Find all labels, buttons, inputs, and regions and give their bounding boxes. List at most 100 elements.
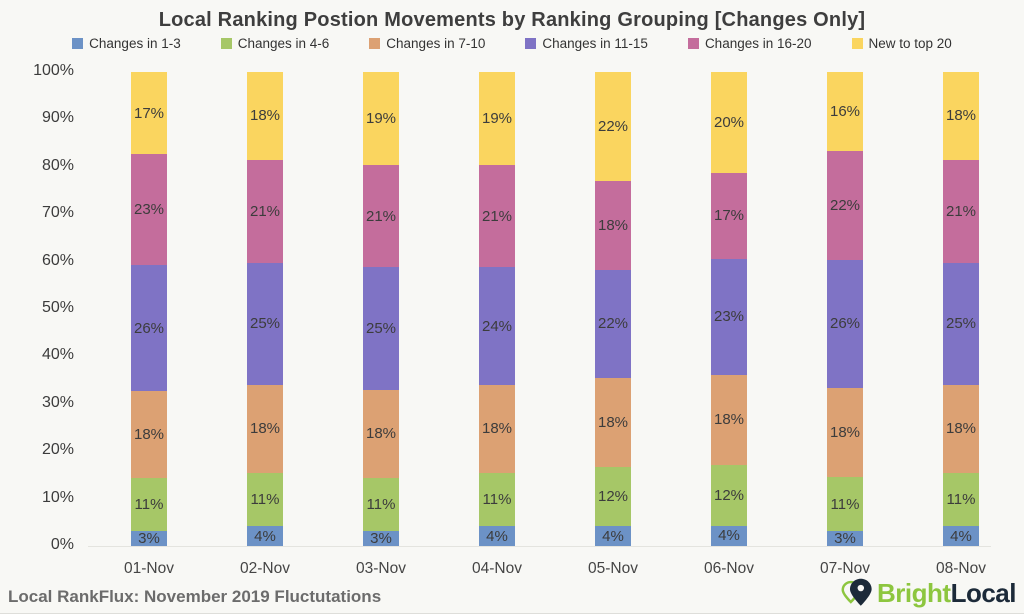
legend-item: Changes in 1-3: [72, 36, 181, 51]
bar-segment: 23%: [711, 258, 747, 375]
stacked-bar-04-Nov: 19% 21% 24% 18% 11% 4%: [479, 72, 515, 546]
bar-segment: 4%: [247, 526, 283, 546]
bar-segment: 16%: [827, 72, 863, 151]
legend-item: Changes in 16-20: [687, 36, 812, 51]
segment-value-label: 21%: [945, 202, 977, 220]
segment-value-label: 11%: [482, 491, 512, 509]
segment-value-label: 17%: [133, 104, 165, 122]
bar-segment: 18%: [247, 384, 283, 473]
legend-item: Changes in 4-6: [220, 36, 330, 51]
bar-segment: 18%: [943, 384, 979, 473]
brightlocal-logo: BrightLocal: [838, 574, 1017, 612]
bar-segment: 11%: [827, 476, 863, 532]
bar-segment: 18%: [943, 72, 979, 160]
bar-segment: 21%: [363, 164, 399, 268]
pin-hole: [857, 584, 865, 592]
legend-label: Changes in 11-15: [542, 36, 648, 51]
x-axis: 01-Nov 02-Nov 03-Nov 04-Nov 05-Nov 06-Nov 07-N…: [91, 560, 1019, 578]
segment-value-label: 4%: [254, 527, 276, 545]
bar-cell: 17% 23% 26% 18% 11% 3%: [91, 72, 207, 546]
chart-legend: Changes in 1-3 Changes in 4-6 Changes in 7…: [0, 36, 1024, 51]
legend-label: Changes in 4-6: [237, 36, 330, 51]
segment-value-label: 25%: [365, 320, 397, 338]
stacked-bar-05-Nov: 22% 18% 22% 18% 12% 4%: [595, 72, 631, 546]
segment-value-label: 16%: [829, 102, 861, 120]
bar-segment: 4%: [711, 525, 747, 546]
bar-segment: 23%: [131, 154, 167, 266]
y-tick-label: 90%: [41, 109, 74, 127]
bar-segment: 18%: [595, 378, 631, 467]
legend-swatch-icon: [851, 38, 863, 49]
legend-label: Changes in 1-3: [89, 36, 181, 51]
x-tick-label: 07-Nov: [820, 560, 870, 577]
y-tick-label: 0%: [50, 536, 74, 553]
segment-value-label: 12%: [713, 487, 745, 505]
segment-value-label: 4%: [486, 527, 508, 545]
segment-value-label: 17%: [713, 207, 745, 225]
stacked-bar-01-Nov: 17% 23% 26% 18% 11% 3%: [131, 72, 167, 546]
bar-segment: 21%: [479, 164, 515, 268]
bar-segment: 18%: [247, 72, 283, 160]
bar-segment: 25%: [247, 262, 283, 385]
segment-value-label: 25%: [249, 315, 281, 333]
segment-value-label: 11%: [946, 491, 976, 509]
segment-value-label: 3%: [370, 530, 392, 548]
bar-segment: 3%: [131, 531, 167, 546]
segment-value-label: 25%: [945, 315, 977, 333]
bar-segment: 18%: [131, 391, 167, 479]
segment-value-label: 19%: [365, 109, 397, 127]
bar-cell: 18% 21% 25% 18% 11% 4%: [207, 72, 323, 546]
bar-cell: 16% 22% 26% 18% 11% 3%: [787, 72, 903, 546]
bar-segment: 11%: [247, 472, 283, 527]
bar-cell: 20% 17% 23% 18% 12% 4%: [671, 72, 787, 546]
stacked-bar-03-Nov: 19% 21% 25% 18% 11% 3%: [363, 72, 399, 546]
bar-segment: 12%: [711, 465, 747, 526]
segment-value-label: 18%: [133, 426, 165, 444]
segment-value-label: 18%: [597, 216, 629, 234]
bar-segment: 25%: [943, 262, 979, 385]
segment-value-label: 18%: [945, 107, 977, 125]
legend-label: New to top 20: [868, 36, 952, 51]
bar-segment: 4%: [479, 526, 515, 546]
bar-cell: 19% 21% 24% 18% 11% 4%: [439, 72, 555, 546]
segment-value-label: 18%: [481, 420, 513, 438]
bar-segment: 11%: [363, 477, 399, 532]
map-pin-icon: [841, 578, 872, 606]
segment-value-label: 18%: [597, 414, 629, 432]
stacked-bar-02-Nov: 18% 21% 25% 18% 11% 4%: [247, 72, 283, 546]
y-tick-label: 40%: [41, 346, 74, 364]
bar-segment: 25%: [363, 267, 399, 390]
bar-segment: 11%: [943, 472, 979, 527]
brand-name-local: Local: [950, 577, 1017, 608]
y-tick-label: 80%: [41, 156, 74, 174]
segment-value-label: 21%: [481, 207, 513, 225]
bar-segment: 18%: [479, 384, 515, 473]
segment-value-label: 26%: [829, 315, 861, 333]
segment-value-label: 12%: [597, 488, 629, 506]
segment-value-label: 11%: [366, 495, 396, 513]
bar-segment: 26%: [827, 259, 863, 388]
segment-value-label: 26%: [133, 319, 165, 337]
x-tick-label: 06-Nov: [704, 560, 754, 577]
segment-value-label: 24%: [481, 317, 513, 335]
segment-value-label: 22%: [829, 196, 861, 214]
legend-label: Changes in 16-20: [704, 36, 812, 51]
segment-value-label: 11%: [250, 491, 280, 509]
y-tick-label: 100%: [33, 62, 74, 79]
bar-segment: 24%: [479, 267, 515, 385]
plot-area: 17% 23% 26% 18% 11% 3% 18% 21% 25% 18% 11% 4% 19% 21%…: [91, 72, 1019, 546]
bar-segment: 22%: [595, 269, 631, 379]
bar-segment: 21%: [943, 159, 979, 263]
bar-segment: 11%: [131, 478, 167, 532]
y-tick-label: 60%: [41, 251, 74, 269]
y-tick-label: 20%: [41, 441, 74, 459]
bar-segment: 19%: [479, 72, 515, 165]
bar-segment: 17%: [711, 172, 747, 259]
legend-swatch-icon: [525, 38, 537, 49]
bar-segment: 20%: [711, 72, 747, 173]
bar-segment: 11%: [479, 472, 515, 527]
brand-name-bright: Bright: [877, 577, 951, 608]
brand-name: BrightLocal: [877, 578, 1016, 609]
segment-value-label: 4%: [718, 527, 740, 545]
x-axis-baseline: [88, 546, 991, 547]
